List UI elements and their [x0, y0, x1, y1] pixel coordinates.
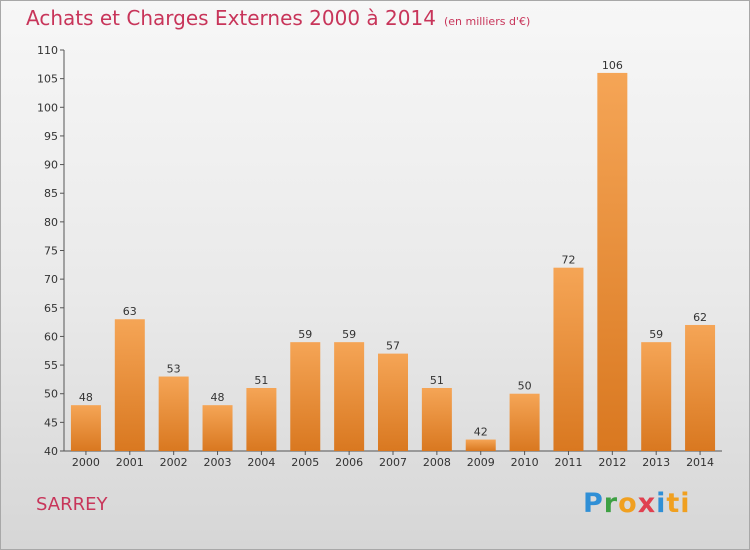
x-tick-label: 2001: [116, 456, 144, 469]
chart-title: Achats et Charges Externes 2000 à 2014 (e…: [26, 6, 530, 30]
bar: [641, 342, 672, 451]
town-name: SARREY: [36, 494, 108, 515]
data-label: 48: [79, 391, 93, 404]
bar: [553, 267, 584, 451]
x-tick-label: 2009: [467, 456, 495, 469]
data-label: 72: [561, 254, 575, 267]
x-tick-label: 2005: [291, 456, 319, 469]
y-tick-label: 90: [44, 159, 58, 172]
data-label: 42: [474, 426, 488, 439]
x-tick-label: 2002: [160, 456, 188, 469]
bar: [597, 72, 628, 452]
data-label: 62: [693, 311, 707, 324]
bar: [158, 376, 189, 451]
y-tick-label: 105: [37, 73, 58, 86]
bar: [378, 353, 408, 451]
y-tick-label: 85: [44, 187, 58, 200]
bar: [685, 324, 716, 451]
y-tick-label: 55: [44, 359, 58, 372]
data-label: 106: [602, 59, 623, 72]
y-tick-label: 50: [44, 388, 58, 401]
x-tick-label: 2003: [204, 456, 232, 469]
bar: [334, 342, 365, 451]
y-tick-label: 65: [44, 302, 58, 315]
data-label: 51: [430, 374, 444, 387]
x-tick-label: 2008: [423, 456, 451, 469]
y-tick-label: 95: [44, 130, 58, 143]
data-label: 59: [342, 328, 356, 341]
bar: [509, 393, 540, 451]
x-tick-label: 2006: [335, 456, 363, 469]
x-tick-label: 2013: [642, 456, 670, 469]
x-tick-label: 2014: [686, 456, 714, 469]
bar: [290, 342, 321, 451]
x-tick-label: 2012: [598, 456, 626, 469]
proxiti-logo: Proxiti: [583, 488, 691, 519]
y-tick-label: 45: [44, 416, 58, 429]
y-tick-label: 60: [44, 330, 58, 343]
y-tick-label: 100: [37, 101, 58, 114]
x-tick-label: 2011: [554, 456, 582, 469]
chart-subtitle: (en milliers d'€): [443, 15, 531, 28]
y-tick-label: 80: [44, 216, 58, 229]
bar: [465, 439, 496, 451]
x-tick-label: 2007: [379, 456, 407, 469]
data-label: 48: [211, 391, 225, 404]
bar: [421, 387, 452, 451]
x-tick-label: 2000: [72, 456, 100, 469]
data-label: 63: [123, 305, 137, 318]
chart-title-text: Achats et Charges Externes 2000 à 2014: [26, 6, 436, 30]
data-label: 50: [518, 380, 532, 393]
data-label: 53: [167, 363, 181, 376]
y-tick-label: 40: [44, 445, 58, 458]
data-label: 57: [386, 340, 400, 353]
x-tick-label: 2004: [247, 456, 275, 469]
x-tick-label: 2010: [511, 456, 539, 469]
y-tick-label: 110: [37, 44, 58, 57]
bar: [246, 387, 277, 451]
y-tick-label: 75: [44, 245, 58, 258]
data-label: 51: [254, 374, 268, 387]
y-tick-label: 70: [44, 273, 58, 286]
bar: [202, 405, 233, 451]
bar: [114, 319, 145, 451]
data-label: 59: [298, 328, 312, 341]
bar: [70, 405, 101, 451]
data-label: 59: [649, 328, 663, 341]
